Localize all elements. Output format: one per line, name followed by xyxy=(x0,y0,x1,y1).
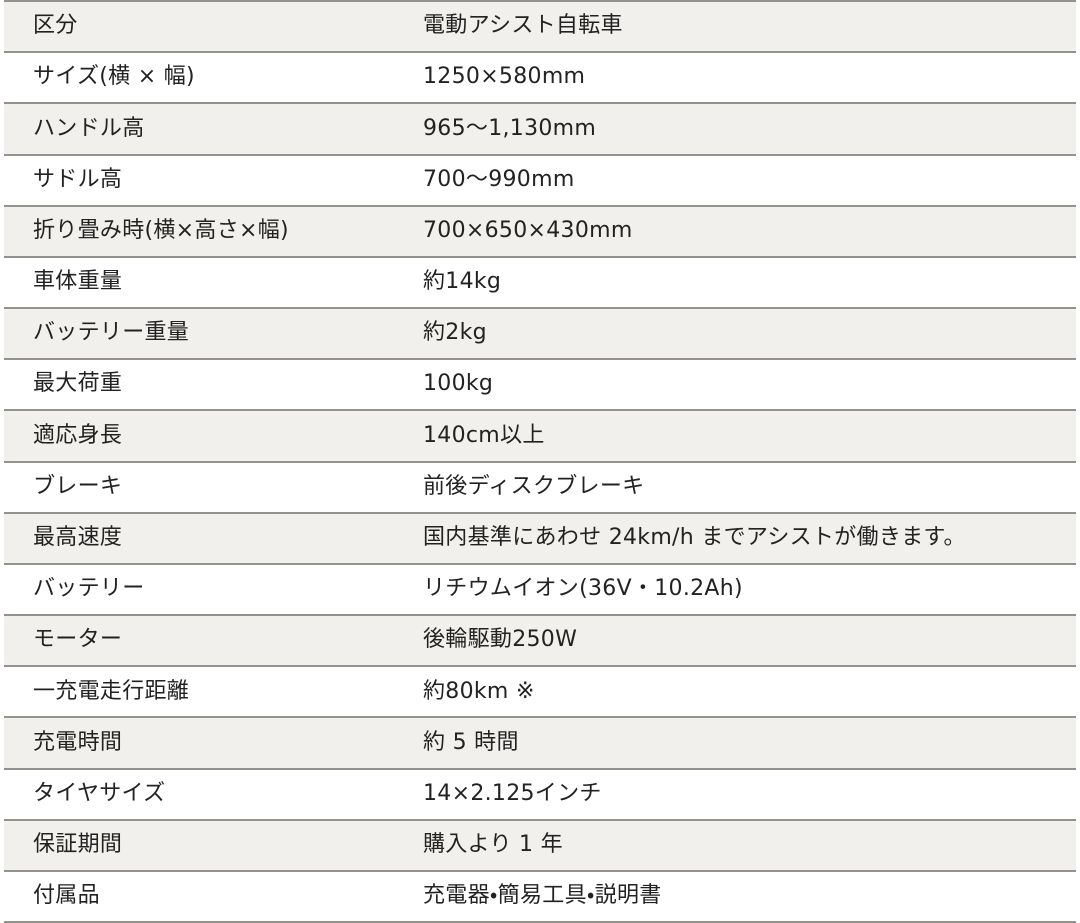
spec-value: 14×2.125インチ xyxy=(423,780,602,806)
spec-value: 国内基準にあわせ 24km/h までアシストが働きます。 xyxy=(423,525,966,550)
spec-label: 適応身長 xyxy=(33,422,123,448)
spec-label: 区分 xyxy=(33,13,78,39)
spec-label: モーター xyxy=(33,627,123,653)
spec-label: 付属品 xyxy=(33,883,100,909)
table-row: タイヤサイズ 14×2.125インチ xyxy=(4,767,1076,819)
table-row: ハンドル高 965〜1,130mm xyxy=(4,102,1076,154)
table-row: 折り畳み時(横×高さ×幅) 700×650×430mm xyxy=(4,204,1076,256)
spec-value: 140cm以上 xyxy=(423,422,545,448)
table-row: 保証期間 購入より 1 年 xyxy=(4,818,1076,870)
table-row: モーター 後輪駆動250W xyxy=(4,614,1076,666)
table-row: 付属品 充電器・簡易工具・説明書 xyxy=(4,869,1076,922)
table-row: 最大荷重 100kg xyxy=(4,358,1076,410)
table-row: サイズ(横 × 幅) 1250×580mm xyxy=(4,51,1076,103)
table-row: バッテリー重量 約2kg xyxy=(4,307,1076,359)
spec-label: サイズ(横 × 幅) xyxy=(33,64,195,90)
table-row: バッテリー リチウムイオン(36V・10.2Ah) xyxy=(4,562,1076,615)
spec-label: サドル高 xyxy=(33,166,123,192)
spec-value: 約2kg xyxy=(423,320,487,346)
spec-label: 最高速度 xyxy=(33,525,123,550)
spec-label: ブレーキ xyxy=(33,473,123,499)
spec-label: バッテリー xyxy=(33,576,145,602)
table-row: 適応身長 140cm以上 xyxy=(4,409,1076,461)
spec-label: 一充電走行距離 xyxy=(33,678,190,704)
spec-value: 約14kg xyxy=(423,269,502,295)
spec-value: 965〜1,130mm xyxy=(423,115,597,141)
spec-value: 前後ディスクブレーキ xyxy=(423,473,645,499)
spec-label: 車体重量 xyxy=(33,269,123,295)
spec-value: 100kg xyxy=(423,371,494,397)
spec-label: バッテリー重量 xyxy=(33,320,190,346)
spec-value: リチウムイオン(36V・10.2Ah) xyxy=(423,576,743,602)
spec-value: 後輪駆動250W xyxy=(423,627,578,653)
spec-value: 電動アシスト自転車 xyxy=(423,13,623,39)
spec-value: 700〜990mm xyxy=(423,166,575,192)
spec-label: 充電時間 xyxy=(33,729,123,755)
table-row: 一充電走行距離 約80km ※ xyxy=(4,665,1076,717)
table-row: 充電時間 約 5 時間 xyxy=(4,716,1076,768)
table-row: 車体重量 約14kg xyxy=(4,255,1076,308)
spec-label: 保証期間 xyxy=(33,832,123,858)
table-row: ブレーキ 前後ディスクブレーキ xyxy=(4,460,1076,512)
spec-value: 700×650×430mm xyxy=(423,217,633,243)
spec-table: 区分 電動アシスト自転車 サイズ(横 × 幅) 1250×580mm ハンドル高… xyxy=(4,0,1076,923)
spec-value: 約80km ※ xyxy=(423,678,535,704)
spec-label: タイヤサイズ xyxy=(33,780,166,806)
spec-label: 最大荷重 xyxy=(33,371,123,397)
table-row: 最高速度 国内基準にあわせ 24km/h までアシストが働きます。 xyxy=(4,511,1076,563)
spec-value: 充電器・簡易工具・説明書 xyxy=(423,883,662,909)
spec-value: 約 5 時間 xyxy=(423,729,519,755)
table-row: サドル高 700〜990mm xyxy=(4,153,1076,205)
spec-label: 折り畳み時(横×高さ×幅) xyxy=(33,217,289,243)
spec-label: ハンドル高 xyxy=(33,115,145,141)
table-row: 区分 電動アシスト自転車 xyxy=(4,0,1076,52)
spec-value: 1250×580mm xyxy=(423,64,586,90)
spec-value: 購入より 1 年 xyxy=(423,832,563,858)
